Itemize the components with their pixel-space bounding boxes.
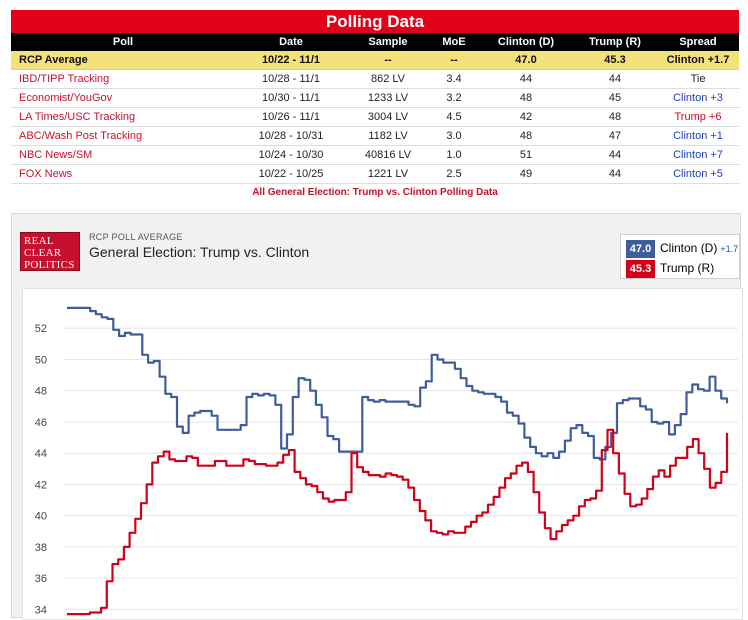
poll-poll[interactable]: LA Times/USC Tracking (11, 107, 235, 127)
table-header-row: Poll Date Sample MoE Clinton (D) Trump (… (11, 33, 739, 51)
poll-trump: 44 (573, 164, 657, 184)
header-spread: Spread (657, 33, 739, 51)
polling-data-table-section: Polling Data Poll Date Sample MoE Clinto… (11, 10, 739, 202)
poll-sample: 1221 LV (347, 164, 429, 184)
poll-clinton: 51 (479, 145, 573, 165)
chart-panel: REAL CLEAR POLITICS RCP POLL AVERAGE Gen… (11, 213, 743, 620)
poll-date: 10/24 - 10/30 (235, 145, 347, 165)
clinton-series-line[interactable] (67, 306, 729, 461)
line-chart: 34 36 38 40 42 44 46 48 50 52 (35, 306, 738, 616)
average-moe: -- (429, 51, 479, 70)
poll-clinton: 44 (479, 69, 573, 89)
poll-sample: 40816 LV (347, 145, 429, 165)
poll-poll[interactable]: Economist/YouGov (11, 88, 235, 108)
poll-poll[interactable]: NBC News/SM (11, 145, 235, 165)
poll-sample: 1233 LV (347, 88, 429, 108)
poll-sample: 1182 LV (347, 126, 429, 146)
legend-trump-value: 45.3 (626, 260, 655, 278)
poll-clinton: 48 (479, 88, 573, 108)
poll-moe: 3.0 (429, 126, 479, 146)
poll-trump: 47 (573, 126, 657, 146)
rcp-logo[interactable]: REAL CLEAR POLITICS (20, 232, 80, 271)
average-spread: Clinton +1.7 (657, 51, 739, 70)
poll-clinton: 42 (479, 107, 573, 127)
poll-spread: Clinton +7 (657, 145, 739, 165)
y-tick-label: 48 (35, 386, 47, 398)
poll-trump: 44 (573, 145, 657, 165)
poll-spread: Trump +6 (657, 107, 739, 127)
y-tick-label: 46 (35, 417, 47, 429)
header-sample: Sample (347, 33, 429, 51)
poll-poll[interactable]: FOX News (11, 164, 235, 184)
poll-row: LA Times/USC Tracking 10/26 - 11/1 3004 LV… (11, 107, 739, 127)
poll-sample: 3004 LV (347, 107, 429, 127)
legend-trump-label: Trump (R) (660, 261, 715, 275)
poll-poll[interactable]: IBD/TIPP Tracking (11, 69, 235, 89)
poll-date: 10/30 - 11/1 (235, 88, 347, 108)
y-tick-label: 42 (35, 479, 47, 491)
poll-moe: 4.5 (429, 107, 479, 127)
header-poll: Poll (11, 33, 235, 51)
header-clinton: Clinton (D) (479, 33, 573, 51)
y-tick-label: 36 (35, 573, 47, 585)
y-tick-label: 44 (35, 448, 47, 460)
poll-row: ABC/Wash Post Tracking 10/28 - 10/31 1182 … (11, 126, 739, 146)
poll-row: Economist/YouGov 10/30 - 11/1 1233 LV 3.2 48… (11, 88, 739, 108)
header-trump: Trump (R) (573, 33, 657, 51)
table-title: Polling Data (11, 10, 739, 33)
poll-sample: 862 LV (347, 69, 429, 89)
poll-trump: 44 (573, 69, 657, 89)
poll-trump: 48 (573, 107, 657, 127)
poll-clinton: 49 (479, 164, 573, 184)
poll-clinton: 48 (479, 126, 573, 146)
y-tick-label: 40 (35, 511, 47, 523)
poll-row: NBC News/SM 10/24 - 10/30 40816 LV 1.0 51 44 C… (11, 145, 739, 165)
chart-legend: 47.0 Clinton (D) +1.7 45.3 Trump (R) (620, 234, 740, 279)
rcp-average-row: RCP Average 10/22 - 11/1 -- -- 47.0 45.3… (11, 51, 739, 70)
poll-spread: Clinton +1 (657, 126, 739, 146)
average-clinton: 47.0 (479, 51, 573, 70)
y-tick-label: 38 (35, 542, 47, 554)
poll-trump: 45 (573, 88, 657, 108)
poll-poll[interactable]: ABC/Wash Post Tracking (11, 126, 235, 146)
poll-moe: 3.4 (429, 69, 479, 89)
poll-moe: 2.5 (429, 164, 479, 184)
polling-table: Poll Date Sample MoE Clinton (D) Trump (… (11, 33, 739, 184)
legend-trump: 45.3 Trump (R) (626, 259, 715, 278)
poll-moe: 1.0 (429, 145, 479, 165)
header-date: Date (235, 33, 347, 51)
poll-date: 10/22 - 10/25 (235, 164, 347, 184)
poll-row: FOX News 10/22 - 10/25 1221 LV 2.5 49 44 Clint… (11, 164, 739, 184)
plot-area[interactable]: 34 36 38 40 42 44 46 48 50 52 (22, 288, 743, 620)
y-tick-label: 52 (35, 323, 47, 335)
trump-series-line[interactable] (67, 428, 729, 616)
average-trump: 45.3 (573, 51, 657, 70)
poll-date: 10/28 - 10/31 (235, 126, 347, 146)
poll-spread: Clinton +5 (657, 164, 739, 184)
poll-spread: Clinton +3 (657, 88, 739, 108)
poll-date: 10/28 - 11/1 (235, 69, 347, 89)
y-tick-label: 34 (35, 604, 47, 616)
average-date: 10/22 - 11/1 (235, 51, 347, 70)
average-poll: RCP Average (11, 51, 235, 70)
poll-date: 10/26 - 11/1 (235, 107, 347, 127)
legend-clinton-spread: +1.7 (720, 244, 739, 254)
poll-spread: Tie (657, 69, 739, 89)
header-moe: MoE (429, 33, 479, 51)
y-tick-label: 50 (35, 354, 47, 366)
poll-moe: 3.2 (429, 88, 479, 108)
legend-clinton-value: 47.0 (626, 240, 655, 258)
legend-clinton-label: Clinton (D) (660, 241, 718, 255)
chart-title: General Election: Trump vs. Clinton (89, 244, 310, 260)
average-sample: -- (347, 51, 429, 70)
poll-row: IBD/TIPP Tracking 10/28 - 11/1 862 LV 3.4 44… (11, 69, 739, 89)
chart-subtitle: RCP POLL AVERAGE (89, 232, 183, 242)
all-polling-data-link[interactable]: All General Election: Trump vs. Clinton … (252, 187, 498, 198)
legend-clinton: 47.0 Clinton (D) +1.7 (626, 239, 739, 258)
